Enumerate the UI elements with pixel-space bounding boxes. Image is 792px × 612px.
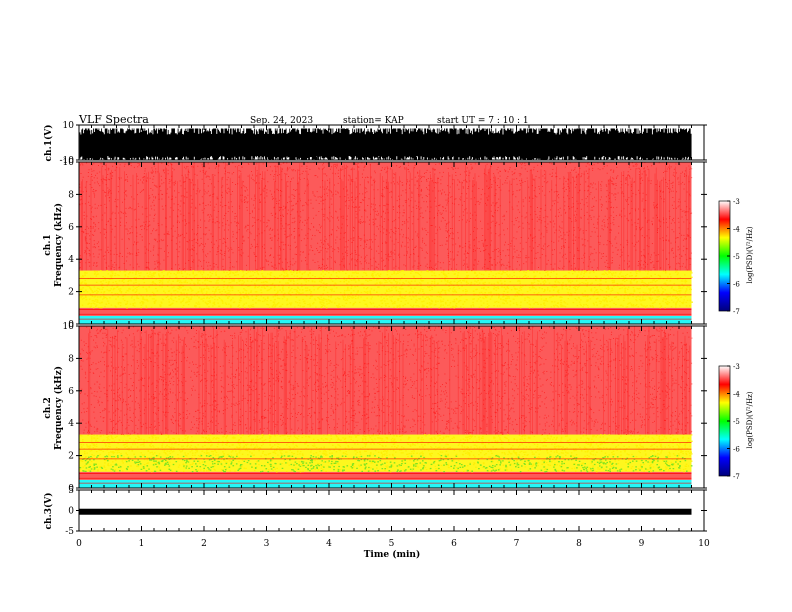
ch2-spectrogram-colorbar-tick-label: -7 [733,473,740,481]
ch2-spectrogram-band [79,434,692,472]
ch2-spectrogram-ytick-label: 4 [68,419,74,429]
ch1-spectrogram-colorbar-tick-label: -4 [733,226,740,234]
ch1-spectrogram-colorbar-tick-label: -7 [733,308,740,316]
ch2-spectrogram-colorbar-tick-label: -5 [733,418,740,426]
date-label: Sep. 24, 2023 [250,116,313,126]
ch1-spectrogram-ylabel-1: ch.1 [43,234,53,255]
ch3-waveform-ylabel: ch.3(V) [43,493,54,530]
ch1-spectrogram-band [79,270,692,308]
ch3-waveform-panel: 50-50 1 2 3 4 5 6 7 8 9 10 [65,486,710,549]
ch3-waveform-trace [79,508,692,515]
ch1-spectrogram-colorbar-tick-label: -3 [733,198,740,206]
ch1-waveform-ytick-label: -10 [60,156,75,166]
ch1-spectrogram-ytick-label: 4 [68,255,74,265]
start-time-label: start UT = 7 : 10 : 1 [437,116,529,126]
ch2-spectrogram-ytick-label: 2 [68,452,74,462]
ch2-spectrogram-panel: 0 2 4 6 8 10 [63,322,707,494]
ch2-colorbar: -3 -4 -5 -6 -7 [718,363,740,481]
time-xtick-label: 2 [201,539,207,549]
time-xtick-label: 6 [451,539,457,549]
time-xtick-label: 10 [698,539,710,549]
ch1-colorbar-label: log(PSD)(V²/Hz) [746,226,754,283]
ch1-spectrogram-colorbar-tick-label: -6 [733,281,740,289]
time-xtick-label: 3 [264,539,270,549]
ch1-spectrogram-ytick-label: 2 [68,288,74,298]
ch2-spectrogram-ytick-label: 10 [63,322,75,332]
ch1-spectrogram-band [79,307,692,316]
ch3-waveform-ytick-label: 0 [68,507,74,517]
time-xlabel: Time (min) [364,549,421,560]
ch1-spectrogram-panel: 0 2 4 6 8 10 [63,158,707,330]
time-xtick-label: 0 [76,539,82,549]
ch3-waveform-ytick-label: 5 [68,486,74,496]
chart-title: VLF Spectra [78,113,149,126]
ch1-spectrogram-ytick-label: 10 [63,158,75,168]
ch2-spectrogram-ytick-label: 8 [68,354,74,364]
time-xtick-label: 4 [326,539,332,549]
ch1-spectrogram-band [79,315,692,324]
ch1-spectrogram-colorbar-tick-label: -5 [733,253,740,261]
ch1-waveform-panel: 10-10 [60,121,707,166]
station-label: station= KAP [343,116,404,126]
time-xtick-label: 5 [389,539,395,549]
ch2-spectrogram-band [79,479,692,488]
ch2-spectrogram-ylabel-2: Frequency (kHz) [53,366,64,450]
ch1-spectrogram-ytick-label: 0 [68,320,74,330]
ch1-waveform-ylabel: ch.1(V) [43,125,54,162]
time-xtick-label: 9 [639,539,645,549]
ch1-waveform-ytick-label: 10 [63,121,75,131]
ch3-waveform-ytick-label: -5 [65,527,74,537]
time-xtick-label: 7 [514,539,520,549]
ch2-spectrogram-colorbar-tick-label: -4 [733,391,740,399]
ch2-colorbar-label: log(PSD)(V²/Hz) [746,391,754,448]
time-xtick-label: 8 [576,539,582,549]
ch1-spectrogram-ytick-label: 6 [68,223,74,233]
ch1-spectrogram-ylabel-2: Frequency (kHz) [53,203,64,287]
ch1-spectrogram-ytick-label: 8 [68,190,74,200]
ch2-spectrogram-ytick-label: 0 [68,484,74,494]
ch2-spectrogram-band [79,471,692,480]
ch2-spectrogram-ytick-label: 6 [68,387,74,397]
ch2-spectrogram-red-speckle [79,325,693,435]
ch1-colorbar: -3 -4 -5 -6 -7 [718,198,740,316]
ch2-spectrogram-colorbar-tick-label: -3 [733,363,740,371]
ch2-spectrogram-colorbar-tick-label: -6 [733,446,740,454]
time-xtick-label: 1 [139,539,145,549]
ch1-spectrogram-band [79,162,692,271]
ch2-spectrogram-streaks [88,326,691,435]
ch1-waveform-trace [79,128,692,160]
ch1-spectrogram-red-speckle [79,161,693,271]
ch2-spectrogram-ylabel-1: ch.2 [43,397,53,418]
